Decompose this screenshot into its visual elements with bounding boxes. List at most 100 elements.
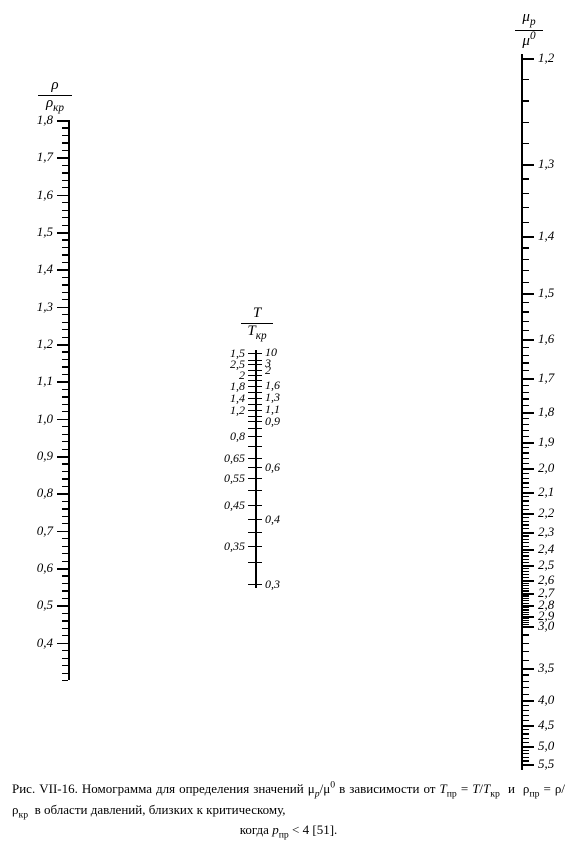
center-tick bbox=[248, 404, 262, 405]
center-tick-label-left: 0,65 bbox=[224, 451, 245, 466]
left-tick-major bbox=[57, 269, 68, 271]
left-tick-minor bbox=[62, 426, 68, 427]
right-scale-title: μpμ0 bbox=[515, 10, 543, 50]
right-tick-minor bbox=[523, 282, 529, 283]
right-tick-minor bbox=[523, 321, 529, 322]
right-tick-minor bbox=[523, 634, 529, 635]
center-tick bbox=[248, 375, 262, 376]
right-tick-label: 2,2 bbox=[538, 505, 554, 521]
figure-caption: Рис. VII-16. Номограмма для определения … bbox=[12, 778, 565, 842]
right-tick-minor bbox=[523, 505, 529, 506]
right-tick-label: 3,0 bbox=[538, 618, 554, 634]
right-tick-label: 4,0 bbox=[538, 692, 554, 708]
right-tick-minor bbox=[523, 568, 529, 569]
left-tick-label: 0,8 bbox=[37, 485, 53, 501]
center-tick bbox=[248, 421, 262, 422]
left-tick-minor bbox=[62, 598, 68, 599]
right-tick-minor bbox=[523, 355, 529, 356]
left-tick-label: 1,8 bbox=[37, 112, 53, 128]
right-tick-major bbox=[523, 293, 534, 295]
left-tick-minor bbox=[62, 546, 68, 547]
left-tick-minor bbox=[62, 575, 68, 576]
right-tick-minor bbox=[523, 577, 529, 578]
left-tick-minor bbox=[62, 210, 68, 211]
right-tick-label: 4,5 bbox=[538, 717, 554, 733]
left-tick-minor bbox=[62, 172, 68, 173]
right-tick-major bbox=[523, 442, 534, 444]
right-tick-label: 1,9 bbox=[538, 434, 554, 450]
right-tick-major bbox=[523, 378, 534, 380]
center-tick bbox=[248, 458, 262, 459]
left-tick-minor bbox=[62, 680, 68, 681]
center-tick-label-right: 0,3 bbox=[265, 577, 280, 592]
left-tick-major bbox=[57, 344, 68, 346]
center-tick bbox=[248, 532, 262, 533]
right-tick-minor bbox=[523, 398, 529, 399]
right-tick-label: 5,5 bbox=[538, 756, 554, 772]
right-tick-label: 2,1 bbox=[538, 484, 554, 500]
right-tick-label: 3,5 bbox=[538, 660, 554, 676]
left-tick-minor bbox=[62, 396, 68, 397]
right-tick-minor bbox=[523, 535, 529, 536]
right-tick-major bbox=[523, 668, 534, 670]
right-tick-minor bbox=[523, 143, 529, 144]
right-tick-minor bbox=[523, 207, 529, 208]
right-tick-major bbox=[523, 339, 534, 341]
right-tick-minor bbox=[523, 424, 529, 425]
center-tick-label-left: 0,35 bbox=[224, 539, 245, 554]
right-tick-minor bbox=[523, 436, 529, 437]
right-tick-minor bbox=[523, 311, 529, 312]
center-tick-label-right: 0,4 bbox=[265, 512, 280, 527]
right-tick-minor bbox=[523, 330, 529, 331]
right-tick-minor bbox=[523, 222, 529, 223]
right-tick-major bbox=[523, 58, 534, 60]
center-tick bbox=[248, 428, 262, 429]
center-tick-label-right: 0,6 bbox=[265, 460, 280, 475]
right-tick-minor bbox=[523, 418, 529, 419]
left-tick-minor bbox=[62, 486, 68, 487]
right-tick-label: 1,8 bbox=[538, 404, 554, 420]
left-tick-label: 0,9 bbox=[37, 448, 53, 464]
right-tick-major bbox=[523, 746, 534, 748]
right-tick-minor bbox=[523, 760, 529, 761]
right-tick-minor bbox=[523, 524, 529, 525]
left-tick-major bbox=[57, 120, 68, 122]
left-tick-major bbox=[57, 307, 68, 309]
right-tick-minor bbox=[523, 742, 529, 743]
left-tick-minor bbox=[62, 561, 68, 562]
right-tick-minor bbox=[523, 302, 529, 303]
right-tick-minor bbox=[523, 750, 529, 751]
center-tick bbox=[248, 398, 262, 399]
left-tick-minor bbox=[62, 225, 68, 226]
center-tick bbox=[248, 505, 262, 506]
right-tick-label: 2,3 bbox=[538, 524, 554, 540]
right-tick-major bbox=[523, 725, 534, 727]
right-tick-minor bbox=[523, 473, 529, 474]
left-tick-label: 1,6 bbox=[37, 187, 53, 203]
right-tick-label: 2,4 bbox=[538, 541, 554, 557]
left-tick-minor bbox=[62, 150, 68, 151]
caption-line: Рис. VII-16. Номограмма для определения … bbox=[12, 781, 435, 796]
left-tick-minor bbox=[62, 389, 68, 390]
left-tick-major bbox=[57, 605, 68, 607]
right-tick-minor bbox=[523, 600, 529, 601]
right-tick-minor bbox=[523, 660, 529, 661]
center-tick bbox=[248, 490, 262, 491]
right-tick-label: 1,5 bbox=[538, 285, 554, 301]
left-tick-minor bbox=[62, 411, 68, 412]
center-tick bbox=[248, 436, 262, 437]
right-tick-major bbox=[523, 532, 534, 534]
left-tick-label: 0,7 bbox=[37, 523, 53, 539]
left-tick-minor bbox=[62, 628, 68, 629]
right-tick-minor bbox=[523, 430, 529, 431]
right-tick-minor bbox=[523, 705, 529, 706]
right-tick-minor bbox=[523, 687, 529, 688]
right-tick-minor bbox=[523, 385, 529, 386]
right-tick-major bbox=[523, 549, 534, 551]
right-tick-minor bbox=[523, 585, 529, 586]
center-tick bbox=[248, 360, 262, 361]
left-tick-minor bbox=[62, 337, 68, 338]
right-tick-minor bbox=[523, 458, 529, 459]
right-tick-minor bbox=[523, 694, 529, 695]
right-tick-major bbox=[523, 700, 534, 702]
